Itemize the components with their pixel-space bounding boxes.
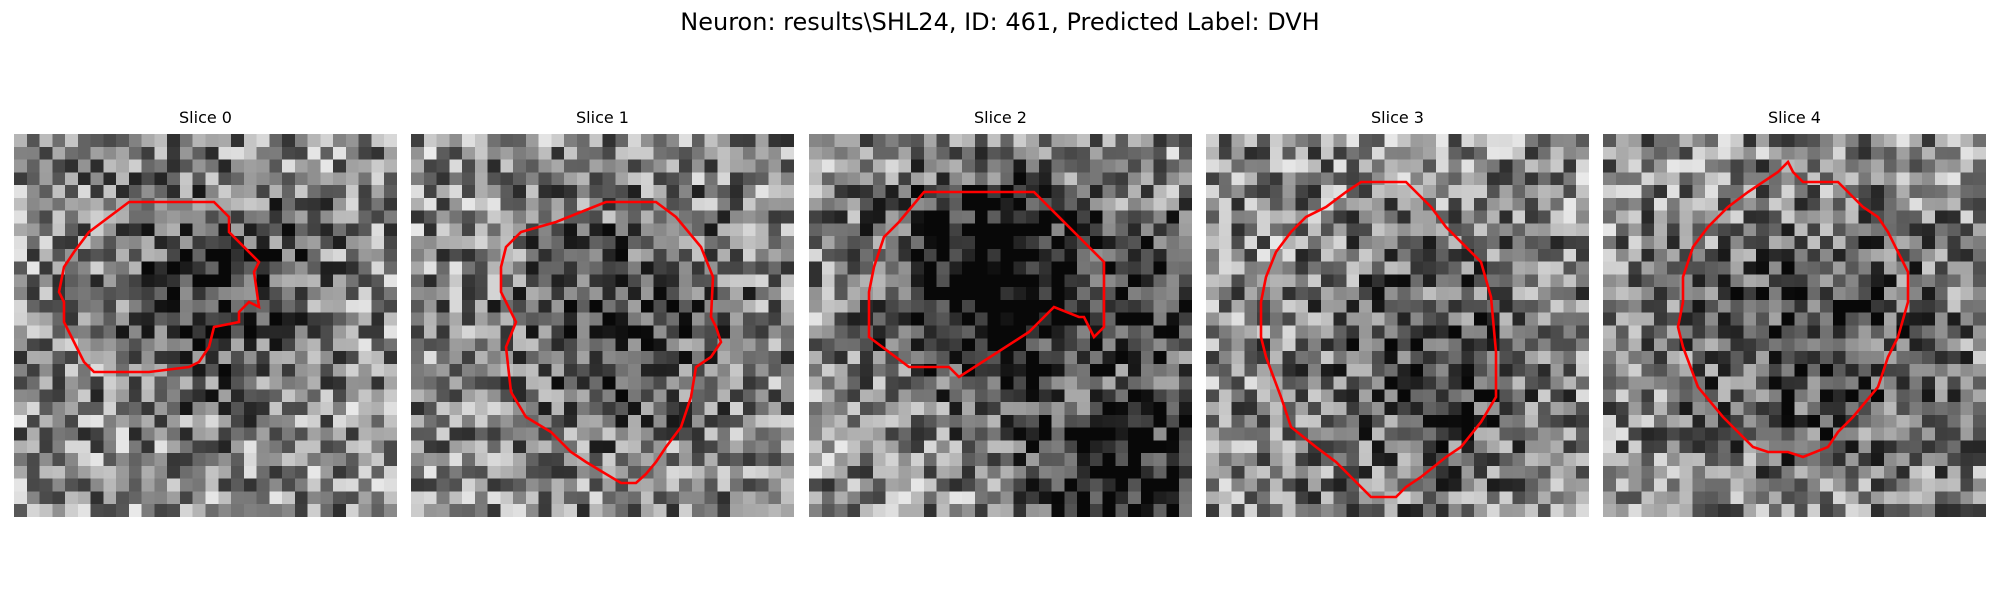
slice-panel-3: Slice 3: [1206, 108, 1589, 518]
slice-panel-1: Slice 1: [411, 108, 794, 518]
roi-outline: [1259, 180, 1498, 499]
slice-image: [809, 134, 1192, 517]
slice-title: Slice 2: [974, 108, 1027, 127]
slice-image: [1206, 134, 1589, 517]
roi-outline: [867, 190, 1106, 379]
slice-title: Slice 3: [1371, 108, 1424, 127]
slice-panel-4: Slice 4: [1603, 108, 1986, 518]
figure-title: Neuron: results\SHL24, ID: 461, Predicte…: [680, 8, 1320, 36]
slice-title: Slice 1: [576, 108, 629, 127]
slice-title: Slice 4: [1768, 108, 1821, 127]
roi-outline: [57, 200, 261, 374]
slice-panel-2: Slice 2: [809, 108, 1192, 518]
slice-panel-0: Slice 0: [14, 108, 397, 518]
roi-outline: [1676, 159, 1910, 459]
slice-title: Slice 0: [179, 108, 232, 127]
slice-image: [14, 134, 397, 517]
slice-image: [411, 134, 794, 517]
roi-outline: [499, 200, 723, 485]
